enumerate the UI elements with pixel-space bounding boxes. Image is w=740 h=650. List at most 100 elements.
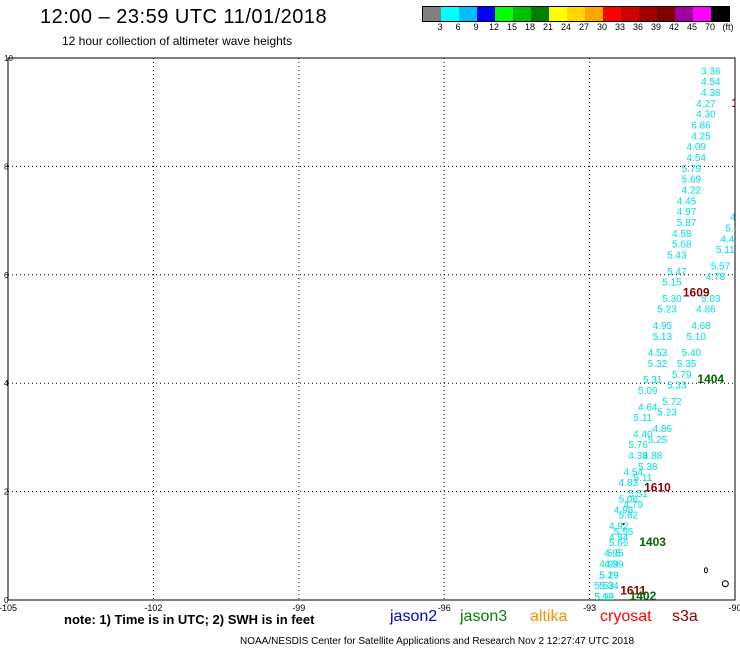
wave-height-value: 4.95: [604, 549, 624, 560]
wave-height-value: 4.81: [730, 213, 740, 224]
wave-height-value: 5.72: [662, 397, 682, 408]
color-scale-label: 33: [614, 22, 626, 32]
wave-height-value: 5.23: [657, 305, 677, 316]
map-subtitle: 12 hour collection of altimeter wave hei…: [62, 34, 293, 48]
wave-height-value: 4.45: [677, 196, 697, 207]
color-scale-label: 21: [542, 22, 554, 32]
wave-height-value: 4.38: [701, 88, 721, 99]
wave-height-value: 5.06: [619, 494, 639, 505]
wave-height-value: 5.30: [662, 294, 682, 305]
island-shape: [622, 523, 625, 526]
wave-height-value: 4.86: [696, 305, 716, 316]
track-layer: 3.364.544.384.274.306.864.254.094.545.79…: [594, 66, 740, 603]
pass-time-label: 1402: [630, 589, 657, 603]
wave-height-value: 4.78: [706, 272, 726, 283]
wave-height-value: 4.94: [609, 532, 629, 543]
wave-height-value: 5.14: [735, 202, 740, 213]
legend-item-s3a: s3a: [672, 608, 698, 625]
color-swatch-12: [639, 7, 657, 21]
wave-height-value: 4.83: [619, 478, 639, 489]
legend-item-jason2: jason2: [390, 608, 438, 625]
wave-height-value: 5.79: [682, 164, 702, 175]
wave-height-value: 5.11: [716, 245, 735, 256]
x-tick-label: -105: [0, 603, 17, 613]
wave-height-value: 5.34: [599, 581, 619, 592]
wave-height-value: 5.51: [628, 489, 648, 500]
wave-height-value: 4.68: [691, 321, 711, 332]
color-swatch-13: [657, 7, 675, 21]
wave-height-value: 5.43: [667, 251, 687, 262]
wave-height-value: 5.66: [609, 538, 629, 549]
color-swatch-3: [477, 7, 495, 21]
y-tick-label: 6: [4, 271, 9, 280]
wave-height-value: 5.55: [614, 527, 634, 538]
wave-height-value: 5.87: [677, 218, 697, 229]
wave-height-value: 4.30: [696, 110, 716, 121]
wave-height-value: 5.11: [634, 473, 653, 484]
wave-height-value: 5.76: [628, 440, 648, 451]
color-scale-label: 45: [686, 22, 698, 32]
wave-height-value: 4.98: [614, 505, 634, 516]
color-swatch-14: [675, 7, 693, 21]
wave-height-value: 5.79: [672, 370, 692, 381]
color-scale-label: 9: [473, 22, 479, 32]
wave-height-value: 5.19: [594, 592, 614, 603]
color-scale-label: 39: [650, 22, 662, 32]
wave-height-value: 4.09: [686, 142, 706, 153]
wave-height-value: 5.5: [607, 549, 621, 560]
wave-height-value: 4.88: [643, 451, 663, 462]
pass-time-label: 1610: [644, 481, 671, 495]
legend-item-jason3: jason3: [460, 608, 508, 625]
x-tick-label: -93: [583, 603, 596, 613]
wave-height-value: 4.39: [604, 559, 624, 570]
color-scale-label: 30: [596, 22, 608, 32]
wave-height-value: 5.38: [638, 462, 658, 473]
wave-height-value: 5.10: [686, 332, 706, 343]
color-scale-label: 3: [437, 22, 443, 32]
wave-height-value: 5.31: [643, 375, 663, 386]
map-frame: [7, 57, 736, 601]
pass-time-label: 1611: [620, 584, 646, 598]
island-shape: [721, 580, 729, 588]
wave-height-value: 4.79: [623, 500, 643, 511]
wave-height-value: 4.27: [696, 99, 716, 110]
wave-height-value: 5.23: [657, 408, 677, 419]
pass-time-label: 1: [732, 96, 739, 110]
wave-height-value: 4.53: [648, 348, 668, 359]
wave-height-value: 4.54: [701, 77, 721, 88]
color-swatch-15: [693, 7, 711, 21]
wave-height-value: 4.99: [599, 559, 619, 570]
wave-height-value: 5.47: [667, 267, 687, 278]
wave-height-value: 4.25: [691, 131, 711, 142]
x-tick-label: -96: [438, 603, 451, 613]
wave-height-value: 4.95: [653, 321, 673, 332]
wave-height-value: 4.40: [633, 429, 653, 440]
legend-item-cryosat: cryosat: [600, 608, 652, 625]
wave-height-value: 5.53: [594, 581, 614, 592]
wave-height-value: 4.54: [623, 467, 643, 478]
y-tick-label: 0: [4, 596, 9, 605]
y-tick-label: 10: [4, 54, 13, 63]
credit-line: NOAA/NESDIS Center for Satellite Applica…: [240, 636, 635, 647]
color-swatch-2: [459, 7, 477, 21]
color-swatch-4: [495, 7, 513, 21]
y-tick-label: 2: [4, 488, 9, 497]
color-scale-label: 36: [632, 22, 644, 32]
wave-height-value: 4.54: [686, 153, 706, 164]
color-scale-label: 6: [455, 22, 461, 32]
wave-height-value: 5.15: [662, 278, 682, 289]
y-tick-label: 8: [4, 162, 9, 171]
x-tick-label: -102: [144, 603, 162, 613]
color-scale-label: 18: [524, 22, 536, 32]
legend-item-altika: altika: [530, 608, 568, 625]
wave-height-value: 5.33: [667, 381, 687, 392]
wave-height-value: 5.62: [619, 511, 639, 522]
wave-height-value: 5.03: [701, 294, 721, 305]
pass-time-label: 1609: [683, 285, 710, 299]
x-tick-label: -90: [728, 603, 740, 613]
color-scale-label: 27: [578, 22, 590, 32]
color-swatch-16: [711, 7, 729, 21]
footer-note: note: 1) Time is in UTC; 2) SWH is in fe…: [64, 612, 315, 627]
color-swatch-10: [603, 7, 621, 21]
